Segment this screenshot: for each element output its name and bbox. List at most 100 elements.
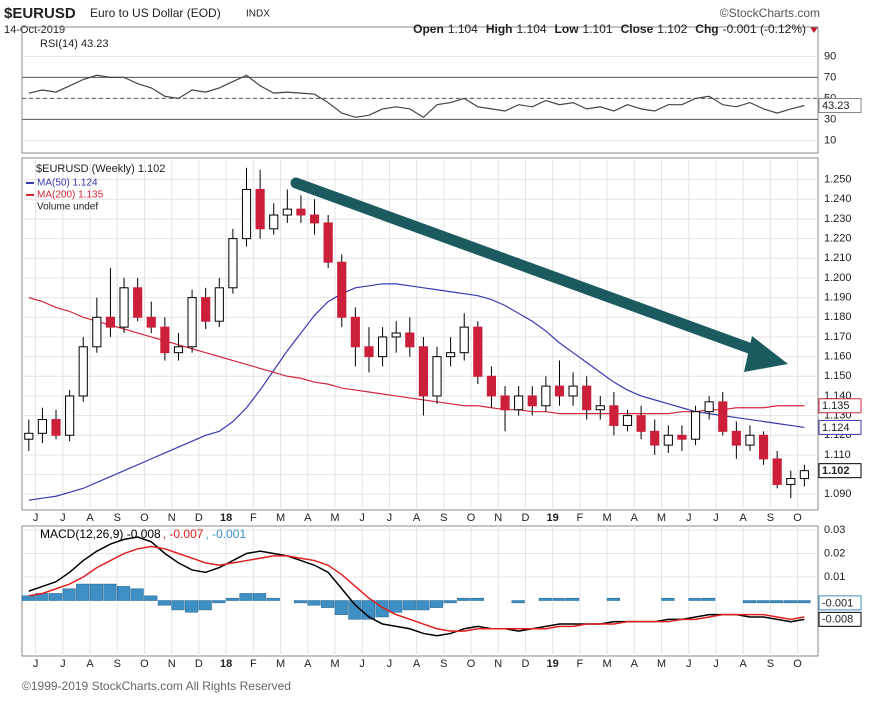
x-tick-label: D: [521, 658, 529, 670]
x-tick-label: D: [521, 512, 529, 524]
histogram-bar: [688, 597, 702, 601]
candle-body: [690, 411, 701, 440]
x-tick-label: J: [387, 658, 393, 670]
x-tick-label: 18: [220, 512, 232, 524]
value-box: [818, 611, 862, 627]
candle-body: [405, 332, 415, 348]
y-tick-label: 90: [824, 50, 836, 62]
x-tick-label: J: [33, 658, 39, 670]
x-tick-label: S: [440, 658, 447, 670]
histogram-bar: [103, 583, 117, 601]
legend-label: , -0.001: [205, 527, 246, 541]
histogram-bar: [375, 600, 389, 618]
candle-body: [622, 415, 633, 426]
y-tick-label: 70: [824, 71, 836, 83]
candle-body: [214, 287, 224, 322]
y-tick-label: 1.160: [824, 351, 852, 363]
x-tick-label: A: [631, 512, 639, 524]
x-tick-label: M: [276, 512, 285, 524]
x-tick-label: J: [60, 658, 66, 670]
histogram-bar: [470, 597, 484, 601]
histogram-bar: [661, 597, 675, 601]
histogram-bar: [797, 600, 811, 604]
quote-label: Low: [555, 22, 580, 36]
histogram-bar: [538, 597, 552, 601]
candle-body: [500, 395, 510, 411]
candle-body: [486, 375, 497, 397]
legend-label: MA(200) 1.135: [37, 190, 104, 201]
legend-label: , -0.007: [163, 527, 204, 541]
y-tick-label: 1.220: [824, 233, 852, 245]
candle-body: [636, 415, 646, 432]
quote-label: High: [486, 22, 513, 36]
candle-body: [432, 356, 442, 397]
candle-body: [595, 405, 605, 411]
quote-value: 1.101: [583, 22, 613, 36]
histogram-bar: [606, 597, 620, 601]
x-tick-label: N: [168, 512, 176, 524]
candle-body: [65, 395, 75, 436]
value-box: [818, 419, 862, 435]
histogram-bar: [198, 600, 212, 611]
rsi-line: [28, 74, 805, 119]
candle-body: [92, 316, 102, 348]
candle-body: [609, 405, 619, 426]
panel-legend: RSI(14) 43.23: [40, 38, 108, 50]
legend-label: MACD(12,26,9) -0.008: [40, 527, 161, 541]
histogram-bar: [552, 597, 566, 601]
x-tick-label: F: [250, 658, 257, 670]
y-tick-label: 0.01: [824, 571, 845, 583]
moving-average: [28, 283, 805, 501]
x-tick-label: O: [467, 658, 476, 670]
quote-value: -0.001 (-0.12%): [723, 22, 806, 36]
down-indicator: [810, 27, 818, 33]
histogram-bar: [48, 593, 63, 601]
x-tick-label: S: [767, 658, 774, 670]
histogram-bar: [443, 600, 457, 604]
y-tick-label: 1.090: [824, 488, 852, 500]
y-tick-label: 0.03: [824, 524, 845, 536]
x-tick-label: A: [304, 658, 312, 670]
quote-label: Close: [621, 22, 654, 36]
candle-body: [799, 470, 809, 480]
value-box-label: 1.102: [822, 465, 850, 477]
quote-value: 1.104: [448, 22, 478, 36]
x-tick-label: A: [413, 512, 421, 524]
candle-body: [119, 287, 129, 328]
rsi-panel: [21, 26, 819, 154]
candle-body: [269, 214, 279, 230]
x-tick-label: O: [793, 658, 802, 670]
histogram-bar: [457, 597, 471, 601]
histogram-bar: [783, 600, 797, 604]
candle-body: [677, 434, 687, 440]
macd-line: [28, 545, 805, 632]
macd-panel: [21, 525, 819, 657]
quote-value: 1.104: [517, 22, 547, 36]
histogram-bar: [756, 600, 770, 604]
candle-body: [514, 395, 524, 411]
x-tick-label: J: [686, 658, 692, 670]
x-tick-label: F: [577, 658, 584, 670]
x-tick-label: A: [86, 512, 94, 524]
histogram-bar: [185, 600, 199, 613]
histogram-bar: [212, 600, 226, 604]
x-tick-label: F: [250, 512, 257, 524]
price-panel: [21, 157, 819, 511]
y-tick-label: 0.02: [824, 547, 845, 559]
quote-label: Chg: [695, 22, 718, 36]
x-tick-label: A: [413, 658, 421, 670]
candle-body: [323, 222, 333, 263]
y-tick-label: 1.250: [824, 174, 852, 186]
value-box-label: 1.124: [822, 422, 850, 434]
value-box: [818, 98, 862, 114]
copyright: ©1999-2019 StockCharts.com All Rights Re…: [22, 679, 291, 693]
plot-layer: 1030507090RSI(14) 43.2343.231.0901.1001.…: [21, 38, 862, 670]
x-tick-label: J: [33, 512, 39, 524]
x-tick-label: A: [304, 512, 312, 524]
x-tick-label: O: [140, 512, 149, 524]
y-tick-label: 10: [824, 134, 836, 146]
histogram-bar: [130, 588, 144, 601]
x-tick-label: S: [114, 658, 121, 670]
x-tick-label: 19: [547, 658, 559, 670]
candle-body: [51, 419, 61, 436]
